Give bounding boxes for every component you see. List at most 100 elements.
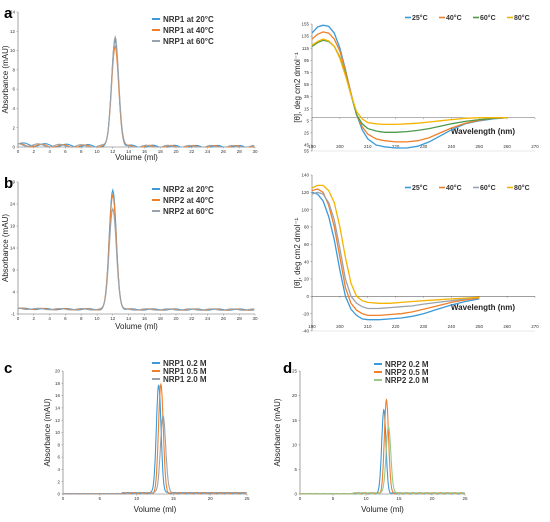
x-tick-label: 8 — [80, 316, 83, 321]
x-tick-label: 6 — [64, 149, 67, 154]
x-tick-label: 220 — [392, 144, 400, 149]
y-tick-label: 6 — [12, 87, 15, 92]
y-tick-label: 14 — [55, 406, 61, 411]
x-tick-label: 26 — [221, 316, 227, 321]
legend-entry: 80°C — [514, 14, 530, 22]
x-tick-label: 2 — [33, 149, 36, 154]
legend-entry: 80°C — [514, 184, 530, 192]
y-tick-label: 40 — [304, 259, 310, 264]
x-tick-label: 30 — [252, 316, 258, 321]
x-tick-label: 12 — [110, 316, 116, 321]
x-tick-label: 260 — [503, 144, 511, 149]
y-axis-title: Absorbance (mAU) — [1, 214, 10, 282]
x-tick-label: 220 — [392, 324, 400, 329]
x-tick-label: 25 — [462, 496, 468, 501]
y-tick-label: 5 — [294, 467, 297, 472]
legend-entry: NRP2 at 40°C — [163, 196, 214, 205]
y-tick-label: 12 — [55, 418, 61, 423]
x-tick-label: 8 — [80, 149, 83, 154]
series-line — [311, 191, 480, 310]
x-tick-label: 200 — [336, 144, 344, 149]
legend-entry: NRP2 at 60°C — [163, 207, 214, 216]
legend-entry: 60°C — [480, 184, 496, 192]
x-tick-label: 18 — [158, 149, 164, 154]
y-tick-label: 4 — [12, 106, 15, 111]
y-tick-label: 6 — [57, 455, 60, 460]
legend-entry: NRP1 at 60°C — [163, 37, 214, 46]
y-tick-label: 25 — [292, 369, 298, 374]
y-tick-label: 10 — [10, 48, 16, 53]
y-tick-label: 0 — [306, 294, 309, 299]
y-tick-label: 9 — [12, 268, 15, 273]
series-line — [17, 35, 255, 148]
x-axis-title: Wavelength (nm) — [451, 127, 515, 136]
legend-entry: 60°C — [480, 14, 496, 22]
y-axis-title: [θ], deg cm2 dmol⁻¹ — [293, 52, 302, 123]
x-tick-label: 0 — [299, 496, 302, 501]
y-tick-label: 55 — [304, 149, 310, 154]
y-tick-label: 10 — [55, 430, 61, 435]
y-tick-label: 35 — [304, 94, 310, 99]
legend-entry: NRP2 2.0 M — [385, 376, 429, 385]
series-line — [17, 193, 255, 311]
y-tick-label: 95 — [304, 58, 310, 63]
y-axis-title: [θ], deg cm2 dmol⁻¹ — [293, 217, 302, 288]
x-tick-label: 10 — [134, 496, 140, 501]
chart-nrp2-cd-spectra: 190 200 210 220 230 240 250 260 2701401201008060… — [293, 173, 539, 334]
x-tick-label: 28 — [237, 316, 243, 321]
y-tick-label: 0 — [294, 492, 297, 497]
x-tick-label: 16 — [142, 316, 148, 321]
y-tick-label: 0 — [12, 145, 15, 150]
y-tick-label: 55 — [304, 82, 310, 87]
y-tick-label: 20 — [304, 277, 310, 282]
y-tick-label: 140 — [301, 173, 309, 178]
y-tick-label: 120 — [301, 190, 309, 195]
panel-label-a: a — [4, 5, 13, 22]
y-tick-label: 135 — [301, 34, 309, 39]
x-tick-label: 16 — [142, 149, 148, 154]
x-tick-label: 210 — [364, 324, 372, 329]
series-line — [311, 24, 508, 149]
x-tick-label: 15 — [396, 496, 402, 501]
y-tick-label: 115 — [302, 46, 310, 51]
y-tick-label: 20 — [292, 393, 298, 398]
y-tick-label: 155 — [301, 22, 309, 27]
x-tick-label: 6 — [64, 316, 67, 321]
y-tick-label: 14 — [10, 246, 16, 251]
chart-nrp1-sec-temperature: 0 2 4 6 8 10 12 14 16 18 20 22 24 26 28 3002468101214Vo… — [1, 10, 258, 162]
x-tick-label: 190 — [308, 324, 316, 329]
x-tick-label: 30 — [252, 149, 258, 154]
series-line — [17, 206, 255, 311]
series-line — [17, 38, 255, 148]
x-tick-label: 28 — [237, 149, 243, 154]
y-tick-label: 2 — [57, 479, 60, 484]
y-tick-label: 60 — [304, 242, 310, 247]
chart-nrp1-cd-spectra: 190 200 210 220 230 240 250 260 2701551351159575… — [293, 14, 539, 154]
x-axis-title: Volume (ml) — [115, 153, 158, 162]
x-tick-label: 26 — [221, 149, 227, 154]
x-tick-label: 20 — [173, 316, 179, 321]
chart-nrp2-sec-temperature: 0 2 4 6 8 10 12 14 16 18 20 22 24 26 28 30-14914192429V… — [1, 180, 258, 331]
panel-label-b: b — [4, 175, 13, 192]
x-axis-title: Wavelength (nm) — [451, 303, 515, 312]
y-axis-title: Absorbance (mAU) — [43, 398, 52, 466]
x-tick-label: 230 — [420, 144, 428, 149]
x-tick-label: 260 — [503, 324, 511, 329]
y-tick-label: 0 — [57, 492, 60, 497]
legend-entry: NRP1 at 40°C — [163, 26, 214, 35]
series-line — [62, 384, 247, 495]
y-tick-label: 18 — [55, 381, 61, 386]
y-tick-label: 12 — [10, 29, 16, 34]
x-tick-label: 18 — [158, 316, 164, 321]
panel-label-c: c — [4, 360, 12, 377]
y-tick-label: 75 — [304, 70, 310, 75]
x-tick-label: 240 — [448, 144, 456, 149]
x-tick-label: 0 — [17, 149, 20, 154]
legend-entry: NRP2 at 20°C — [163, 185, 214, 194]
y-tick-label: 14 — [10, 10, 16, 15]
x-tick-label: 200 — [336, 324, 344, 329]
y-tick-label: 15 — [304, 106, 310, 111]
x-tick-label: 10 — [363, 496, 369, 501]
x-tick-label: 10 — [94, 149, 100, 154]
